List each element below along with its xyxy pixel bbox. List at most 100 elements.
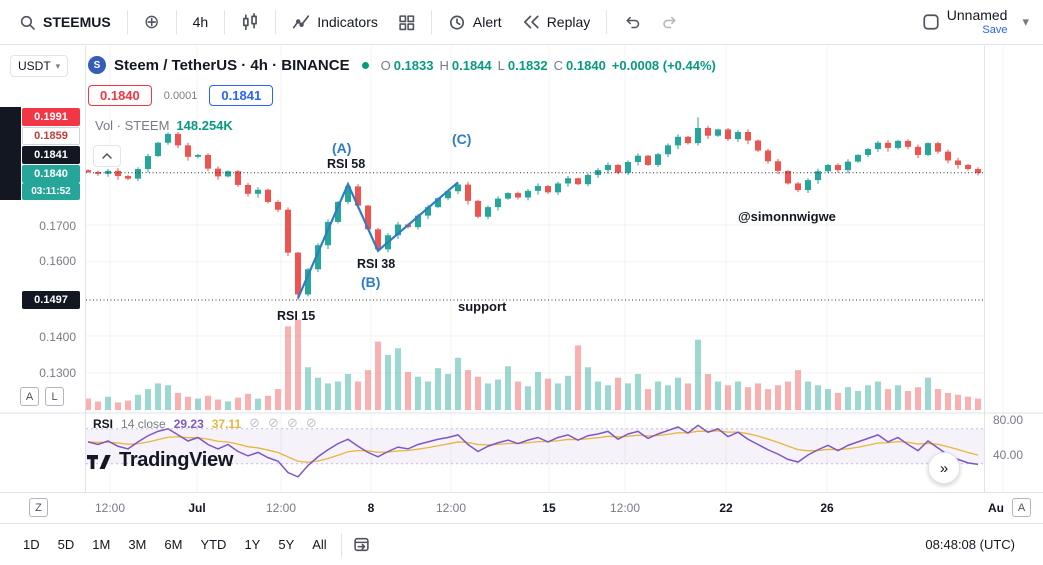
time-tick: 8 [367,501,375,515]
search-icon [20,15,35,30]
replay-button[interactable]: Replay [513,7,600,37]
annotation-wave-a[interactable]: (A) [332,140,352,156]
interval-button[interactable]: 4h [184,8,218,36]
range-6m-button[interactable]: 6M [164,537,183,552]
range-5y-button[interactable]: 5Y [278,537,295,552]
adjust-button[interactable]: A [1012,498,1031,517]
goto-date-button[interactable] [347,532,376,557]
price-tick: 0.1400 [39,330,76,344]
steem-logo-icon: S [88,56,106,74]
rsi-title[interactable]: RSI [93,416,114,431]
rsi-settings-icon[interactable]: ⊘ [268,416,279,431]
session-clock[interactable]: 08:48:08 (UTC) [925,537,1015,552]
price-scale-strip [0,107,21,200]
toolbar-divider [275,10,277,34]
compare-add-button[interactable]: ⊕ [135,7,169,38]
auto-scale-button[interactable]: A [20,387,39,406]
toolbar-divider [175,10,177,34]
sell-price-button[interactable]: 0.1840 [88,85,152,106]
annotation-support[interactable]: support [458,299,507,314]
range-all-button[interactable]: All [312,537,327,552]
price-tag-support: 0.1497 [22,291,80,309]
save-menu-chevron-icon[interactable]: ▾ [1022,14,1029,29]
annotation-wave-b[interactable]: (B) [361,274,381,290]
time-tick: Au [988,501,1004,515]
toolbar-divider [126,10,128,34]
collapse-header-button[interactable] [93,145,121,167]
buy-price-button[interactable]: 0.1841 [209,85,274,106]
candles-icon [243,13,258,31]
change-value: +0.0008 (+0.44%) [611,57,716,73]
chart-style-button[interactable] [232,7,268,37]
annotation-wave-c[interactable]: (C) [452,131,472,147]
range-1d-button[interactable]: 1D [23,537,40,552]
plus-circle-icon: ⊕ [143,10,160,33]
annotation-rsi-a[interactable]: RSI 58 [327,157,366,171]
annotation-rsi-b[interactable]: RSI 38 [357,257,396,271]
alert-label: Alert [472,14,502,30]
low-value: 0.1832 [507,57,548,73]
replay-icon [523,15,539,29]
toolbar-divider [606,10,608,34]
timezone-button[interactable]: Z [29,498,48,517]
price-tag-alert: 0.1859 [22,127,80,145]
alert-clock-icon [449,15,464,30]
rsi-more-icon[interactable]: ⊘ [305,416,317,431]
layout-templates-button[interactable] [389,8,424,37]
show-more-button[interactable]: » [928,452,960,484]
bottom-toolbar: 1D 5D 1M 3M 6M YTD 1Y 5Y All 08:48:08 (U… [0,523,1043,565]
alert-button[interactable]: Alert [439,7,511,37]
low-label: L [497,57,505,73]
symbol-search-button[interactable]: STEEMUS [10,8,120,37]
rsi-delete-icon[interactable]: ⊘ [286,416,298,431]
time-tick: 15 [542,501,556,515]
tradingview-logo-text: TradingView [119,448,234,471]
undo-arrow-icon [626,16,640,29]
log-scale-button[interactable]: L [45,387,64,406]
indicators-icon [293,15,310,29]
time-tick: 12:00 [609,501,641,515]
toolbar-divider [224,10,226,34]
redo-arrow-icon [663,16,676,29]
annotation-watermark[interactable]: @simonnwigwe [738,209,836,224]
range-ytd-button[interactable]: YTD [200,537,227,552]
price-tag-high: 0.1991 [22,108,80,126]
redo-button[interactable] [652,7,688,37]
time-tick: Jul [188,501,206,515]
indicators-button[interactable]: Indicators [283,7,387,37]
grid-layout-icon [399,14,415,30]
save-layout-button[interactable]: Unnamed Save [913,2,1017,41]
range-1y-button[interactable]: 1Y [244,537,261,552]
layout-square-icon [923,14,939,30]
currency-dropdown[interactable]: USDT ▾ [10,55,69,77]
volume-indicator-row: Vol · STEEM 148.254K [95,118,233,133]
bar-countdown: 03:11:52 [22,183,80,200]
market-status-icon [361,61,369,69]
rsi-pane-header: RSI 14 close 29.23 37.11 ⊘ ⊘ ⊘ ⊘ [93,416,317,431]
time-axis[interactable]: Z 12:00 Jul 12:00 8 12:00 15 12:00 22 26… [0,492,1043,523]
save-link[interactable]: Save [982,23,1008,36]
tradingview-logo[interactable]: TradingView [85,447,233,473]
annotation-rsi-low[interactable]: RSI 15 [277,309,316,323]
range-5d-button[interactable]: 5D [57,537,75,552]
symbol-header: S Steem / TetherUS · 4h · BINANCE O 0.18… [88,56,716,74]
close-label: C [553,57,564,73]
range-3m-button[interactable]: 3M [128,537,147,552]
goto-date-icon [354,537,369,552]
rsi-hide-icon[interactable]: ⊘ [249,416,261,431]
range-1m-button[interactable]: 1M [92,537,111,552]
replay-label: Replay [546,14,591,30]
chevron-up-icon [102,153,112,159]
high-value: 0.1844 [451,57,492,73]
indicators-label: Indicators [317,14,378,30]
save-layout-text: Unnamed Save [946,7,1008,36]
high-label: H [439,57,449,73]
layout-name: Unnamed [946,7,1008,24]
time-tick: 12:00 [265,501,297,515]
undo-button[interactable] [614,7,650,37]
quote-row: 0.1840 0.0001 0.1841 [88,85,274,106]
symbol-title[interactable]: Steem / TetherUS · 4h · BINANCE [114,56,350,74]
open-label: O [380,57,391,73]
symbol-search-label: STEEMUS [43,14,111,30]
